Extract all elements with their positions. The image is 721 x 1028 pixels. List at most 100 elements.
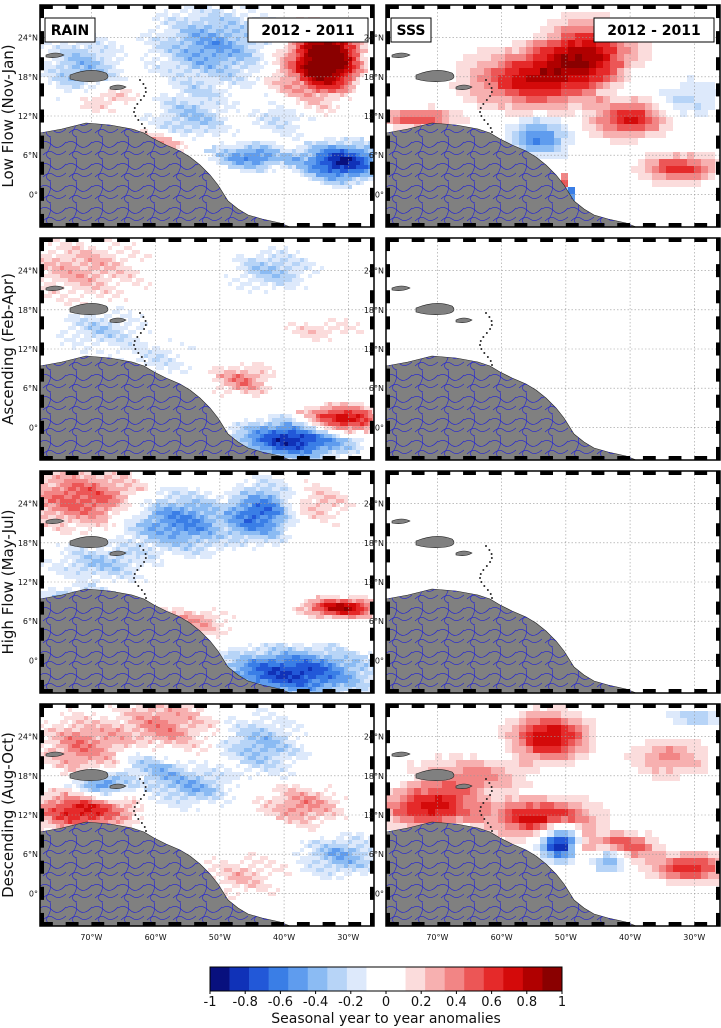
anomaly-cell [288, 262, 292, 266]
anomaly-cell [120, 97, 124, 101]
anomaly-cell [248, 266, 252, 270]
anomaly-cell [575, 47, 582, 54]
anomaly-cell [160, 125, 164, 129]
anomaly-cell [652, 103, 659, 110]
anomaly-cell [575, 19, 582, 26]
anomaly-cell [132, 539, 136, 543]
frame-tick [370, 316, 374, 330]
anomaly-cell [80, 250, 84, 254]
anomaly-cell [256, 270, 260, 274]
anomaly-cell [308, 57, 312, 61]
anomaly-cell [687, 96, 694, 103]
anomaly-cell [92, 274, 96, 278]
anomaly-cell [52, 57, 56, 61]
frame-tick [716, 342, 720, 356]
anomaly-cell [288, 117, 292, 121]
anomaly-cell [336, 402, 340, 406]
anomaly-cell [108, 354, 112, 358]
anomaly-cell [304, 446, 308, 450]
anomaly-cell [188, 37, 192, 41]
anomaly-cell [328, 49, 332, 53]
anomaly-cell [196, 9, 200, 13]
anomaly-cell [152, 97, 156, 101]
anomaly-cell [324, 322, 328, 326]
frame-tick [716, 238, 720, 252]
anomaly-cell [666, 159, 673, 166]
anomaly-cell [200, 101, 204, 105]
anomaly-cell [140, 278, 144, 282]
anomaly-cell [172, 117, 176, 121]
anomaly-cell [312, 161, 316, 165]
anomaly-cell [582, 47, 589, 54]
anomaly-cell [204, 113, 208, 117]
anomaly-cell [316, 499, 320, 503]
anomaly-cell [260, 113, 264, 117]
anomaly-cell [264, 274, 268, 278]
anomaly-cell [364, 169, 368, 173]
anomaly-cell [48, 515, 52, 519]
anomaly-cell [280, 85, 284, 89]
anomaly-cell [264, 278, 268, 282]
anomaly-cell [264, 535, 268, 539]
anomaly-cell [40, 483, 44, 487]
anomaly-cell [540, 68, 547, 75]
anomaly-cell [268, 250, 272, 254]
anomaly-cell [252, 165, 256, 169]
anomaly-cell [64, 89, 68, 93]
anomaly-cell [372, 418, 374, 422]
anomaly-cell [160, 366, 164, 370]
frame-tick [168, 238, 182, 242]
anomaly-cell [304, 149, 308, 153]
anomaly-cell [128, 266, 132, 270]
anomaly-cell [112, 294, 116, 298]
anomaly-cell [116, 73, 120, 77]
anomaly-cell [589, 124, 596, 131]
anomaly-cell [120, 342, 124, 346]
anomaly-cell [308, 426, 312, 430]
anomaly-cell [80, 519, 84, 523]
anomaly-cell [44, 274, 48, 278]
frame-tick [617, 223, 631, 227]
anomaly-cell [252, 41, 256, 45]
anomaly-cell [512, 96, 519, 103]
island-dot [485, 332, 488, 334]
anomaly-cell [176, 109, 180, 113]
anomaly-cell [188, 121, 192, 125]
anomaly-cell [48, 503, 52, 507]
anomaly-cell [216, 153, 220, 157]
anomaly-cell [100, 290, 104, 294]
anomaly-cell [236, 57, 240, 61]
anomaly-cell [328, 145, 332, 149]
anomaly-cell [582, 89, 589, 96]
anomaly-cell [232, 503, 236, 507]
anomaly-cell [52, 290, 56, 294]
anomaly-cell [324, 410, 328, 414]
anomaly-cell [324, 450, 328, 454]
anomaly-cell [100, 511, 104, 515]
anomaly-cell [252, 519, 256, 523]
anomaly-cell [116, 503, 120, 507]
anomaly-cell [372, 173, 374, 177]
anomaly-cell [72, 298, 76, 302]
anomaly-cell [268, 503, 272, 507]
anomaly-cell [80, 302, 84, 306]
anomaly-cell [236, 386, 240, 390]
anomaly-cell [356, 145, 360, 149]
anomaly-cell [324, 61, 328, 65]
anomaly-cell [568, 89, 575, 96]
anomaly-cell [264, 262, 268, 266]
anomaly-cell [292, 418, 296, 422]
anomaly-cell [64, 515, 68, 519]
anomaly-cell [228, 65, 232, 69]
anomaly-cell [44, 491, 48, 495]
anomaly-cell [284, 262, 288, 266]
anomaly-cell [348, 326, 352, 330]
anomaly-cell [272, 282, 276, 286]
anomaly-cell [60, 258, 64, 262]
anomaly-cell [216, 41, 220, 45]
anomaly-cell [124, 523, 128, 527]
anomaly-cell [300, 426, 304, 430]
anomaly-cell [40, 495, 44, 499]
anomaly-cell [320, 65, 324, 69]
anomaly-cell [292, 322, 296, 326]
